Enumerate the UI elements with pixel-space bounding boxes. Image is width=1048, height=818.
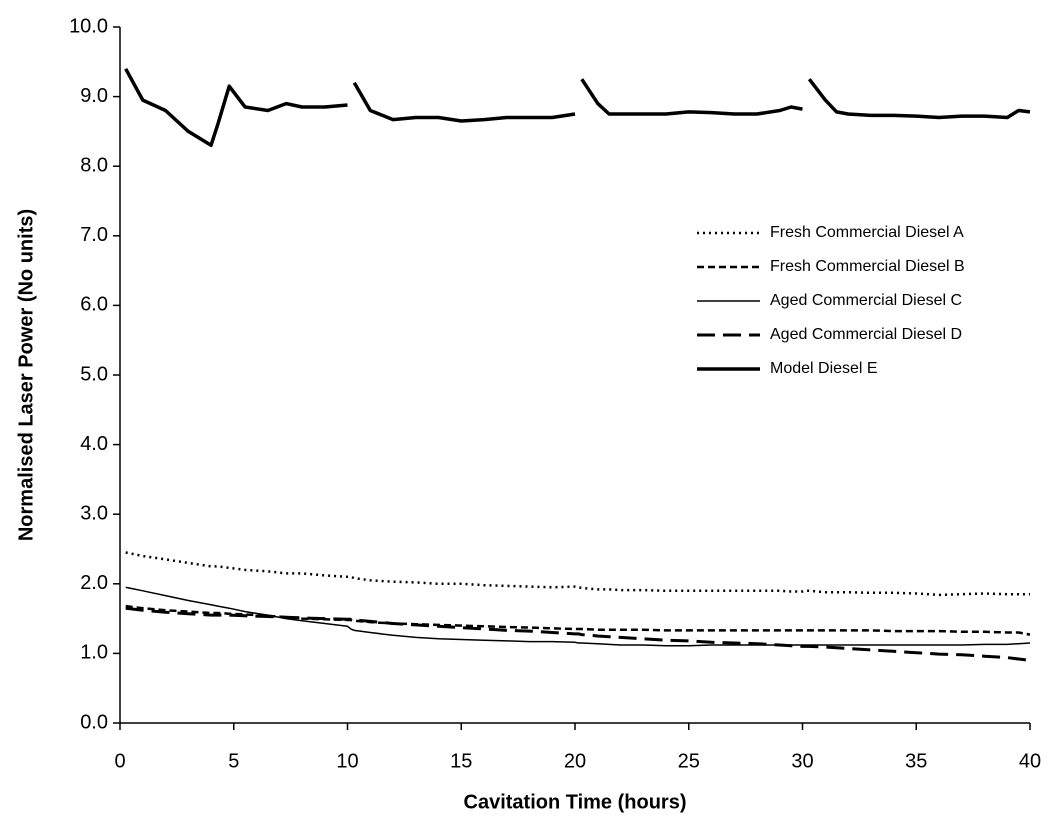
series-line — [124, 67, 1031, 148]
x-axis-title: Cavitation Time (hours) — [464, 791, 687, 813]
y-tick-label: 5.0 — [80, 363, 108, 385]
y-tick-label: 7.0 — [80, 224, 108, 246]
legend-label: Fresh Commercial Diesel A — [770, 224, 964, 241]
legend-label: Aged Commercial Diesel D — [770, 326, 962, 343]
y-tick-label: 4.0 — [80, 433, 108, 455]
x-tick-label: 10 — [336, 750, 358, 772]
y-tick-label: 0.0 — [80, 711, 108, 733]
x-tick-label: 30 — [791, 750, 813, 772]
y-tick-label: 1.0 — [80, 642, 108, 664]
series-line — [125, 551, 1030, 597]
series-line — [125, 586, 1031, 647]
x-tick-label: 40 — [1019, 750, 1041, 772]
y-axis-title: Normalised Laser Power (No units) — [15, 209, 37, 541]
y-tick-label: 6.0 — [80, 294, 108, 316]
y-tick-label: 2.0 — [80, 572, 108, 594]
y-tick-label: 10.0 — [69, 15, 108, 37]
x-tick-label: 15 — [450, 750, 472, 772]
y-tick-label: 3.0 — [80, 502, 108, 524]
x-tick-label: 25 — [678, 750, 700, 772]
legend-label: Model Diesel E — [770, 360, 878, 377]
x-tick-label: 20 — [564, 750, 586, 772]
series-line — [125, 606, 1031, 662]
y-tick-label: 9.0 — [80, 85, 108, 107]
x-tick-label: 0 — [114, 750, 125, 772]
legend-label: Aged Commercial Diesel C — [770, 292, 962, 309]
x-tick-label: 35 — [905, 750, 927, 772]
series-line — [125, 604, 1031, 636]
legend-label: Fresh Commercial Diesel B — [770, 258, 965, 275]
y-tick-label: 8.0 — [80, 154, 108, 176]
x-tick-label: 5 — [228, 750, 239, 772]
